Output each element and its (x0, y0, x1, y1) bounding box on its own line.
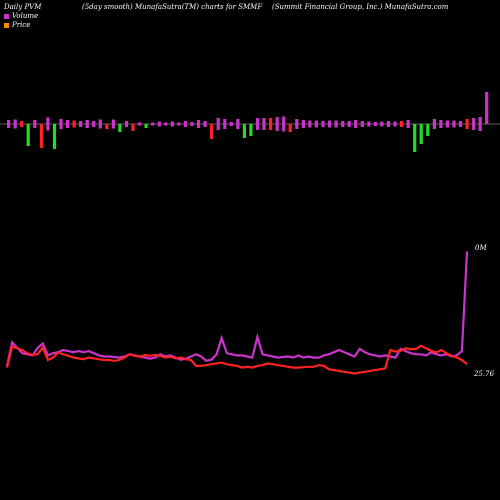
volume-bar (177, 122, 181, 126)
volume-bar (33, 120, 37, 128)
legend-price: Price (4, 21, 30, 29)
volume-bar (164, 122, 168, 126)
volume-bar (314, 120, 318, 128)
volume-bar (465, 119, 469, 129)
volume-bar (301, 120, 305, 128)
volume-bar (236, 119, 240, 129)
price-last-label: 25.76 (473, 370, 495, 378)
legend-price-label: Price (12, 21, 31, 29)
volume-bar (249, 124, 253, 136)
volume-bar (334, 120, 338, 128)
volume-bar (39, 124, 43, 148)
chart-title-middle: (5day smooth) MunafaSutra(TM) charts for… (82, 3, 263, 11)
volume-bar (138, 122, 142, 126)
volume-bar (118, 124, 122, 132)
chart-title-right: (Summit Financial Group, Inc.) MunafaSut… (272, 3, 449, 11)
volume-bar (26, 124, 30, 146)
volume-bar (426, 124, 430, 136)
volume-bars (7, 92, 489, 152)
volume-bar (380, 121, 384, 127)
volume-bar (472, 118, 476, 130)
volume-bar (105, 124, 109, 129)
volume-bar (170, 121, 174, 127)
price-line (5, 344, 468, 375)
volume-bar (386, 121, 391, 127)
volume-bar (46, 117, 50, 131)
volume-bar (59, 119, 63, 129)
volume-bar (131, 124, 135, 131)
volume-bar (210, 124, 214, 139)
legend-volume-swatch (4, 13, 9, 19)
volume-bar (439, 120, 443, 128)
volume-bar (341, 121, 345, 127)
legend-volume: Volume (4, 12, 38, 20)
volume-bar (190, 122, 194, 126)
volume-bar (85, 120, 89, 128)
volume-bar (79, 121, 83, 127)
volume-bar (157, 121, 161, 127)
volume-bar (203, 121, 207, 127)
volume-bar (144, 124, 148, 128)
volume-bar (308, 120, 312, 128)
volume-bar (485, 92, 489, 124)
volume-bar (242, 124, 246, 138)
volume-bar (282, 116, 286, 132)
volume-bar (111, 119, 115, 129)
volume-bar (393, 121, 397, 127)
volume-bar (327, 120, 332, 128)
volume-bar (269, 118, 273, 130)
volume-bar (124, 121, 129, 127)
volume-bar (419, 124, 423, 144)
volume-bar (321, 121, 325, 127)
volume-bar (65, 120, 70, 128)
volume-bar (354, 120, 358, 128)
volume-bar (255, 118, 260, 130)
volume-bar (367, 121, 371, 127)
volume-bar (7, 120, 11, 128)
volume-bar (223, 119, 227, 129)
volume-bar (400, 121, 404, 127)
volume-bar (478, 117, 482, 131)
volume-bar (413, 124, 417, 152)
volume-bar (458, 121, 463, 127)
volume-bar (288, 124, 292, 132)
volume-bar (20, 121, 24, 127)
volume-bar (98, 119, 102, 129)
volume-bar (229, 122, 233, 126)
volume-bar (406, 120, 410, 128)
volume-last-label: 0M (475, 244, 487, 252)
volume-bar (72, 120, 76, 128)
chart-title-left: Daily PVM (4, 3, 42, 11)
volume-bar (183, 121, 187, 127)
volume-bar (262, 118, 266, 130)
volume-bar (275, 117, 279, 131)
volume-bar (347, 121, 351, 127)
volume-bar (373, 122, 377, 126)
volume-bar (216, 118, 220, 130)
volume-bar (360, 121, 364, 127)
volume-bar (295, 119, 299, 129)
legend-price-swatch (4, 22, 9, 28)
volume-bar (196, 120, 201, 128)
volume-bar (151, 122, 155, 126)
volume-line (5, 251, 469, 367)
volume-bar (13, 119, 17, 129)
volume-bar (432, 119, 436, 129)
volume-bar (52, 124, 57, 149)
volume-bar (445, 120, 449, 128)
volume-bar (452, 120, 456, 128)
volume-bar (92, 121, 96, 127)
legend-volume-label: Volume (12, 12, 39, 20)
